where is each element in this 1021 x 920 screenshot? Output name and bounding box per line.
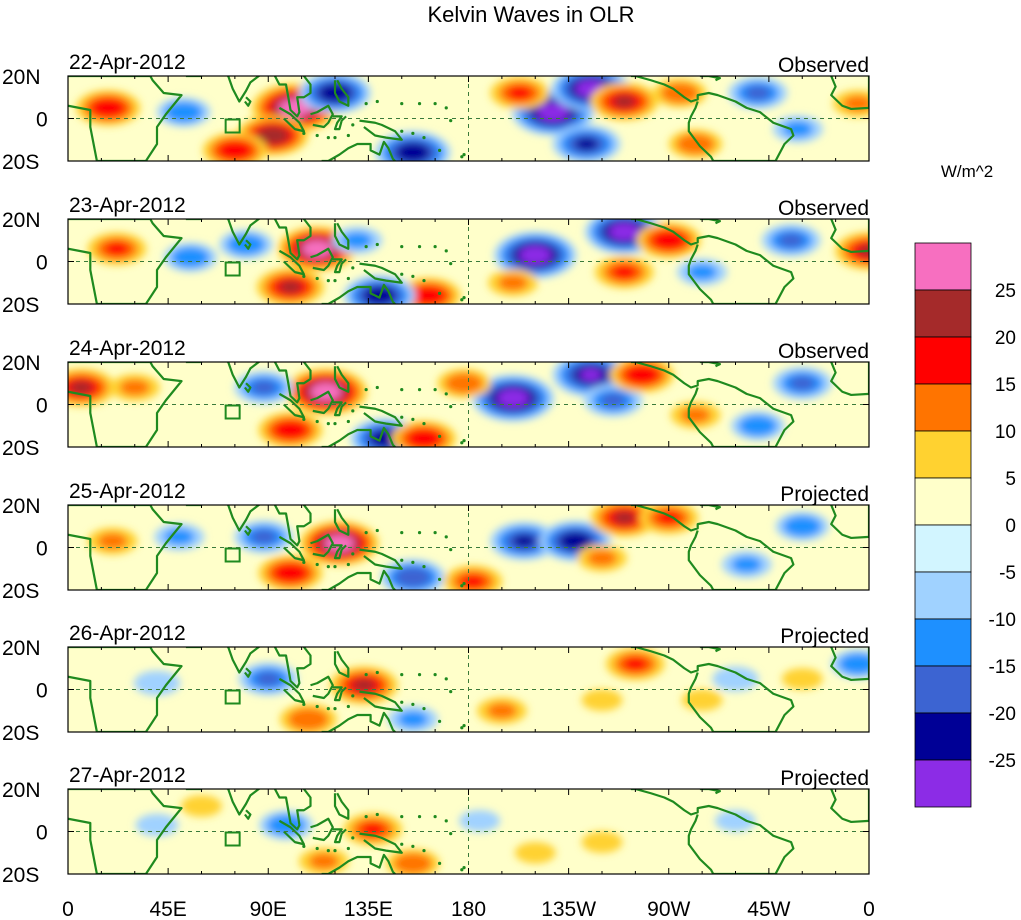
- lon-tick-label: 180: [451, 898, 486, 920]
- panel-date: 26-Apr-2012: [69, 622, 186, 645]
- lat-tick-label: 20S: [2, 294, 39, 317]
- colorbar-tick-label: -10: [989, 610, 1016, 631]
- lat-tick-label: 0: [36, 538, 48, 561]
- colorbar-swatch: [914, 524, 972, 573]
- colorbar-swatch: [914, 665, 972, 714]
- colorbar-swatch: [914, 383, 972, 432]
- colorbar-swatch: [914, 242, 972, 291]
- units-label: W/m^2: [941, 162, 993, 181]
- colorbar-tick-label: 5: [1005, 469, 1016, 490]
- panel-status-label: Observed: [778, 197, 869, 220]
- panel-status-label: Observed: [778, 340, 869, 363]
- olr-anomaly: [581, 831, 623, 853]
- lon-tick-label: 45E: [149, 898, 186, 920]
- lat-tick-label: 20S: [2, 437, 39, 460]
- panel-status-label: Projected: [780, 625, 869, 648]
- colorbar-tick-label: 10: [995, 422, 1016, 443]
- colorbar-tick-label: -5: [999, 563, 1016, 584]
- colorbar: W/m^2 25 20 15 10 5 0 -5 -10 -15 -20 -25: [914, 162, 1016, 808]
- colorbar-swatch: [914, 571, 972, 620]
- map-panel: 20N 0 20S 23-Apr-2012 Observed: [2, 194, 870, 317]
- lon-tick-label: 90E: [250, 898, 287, 920]
- coastline: [68, 65, 869, 161]
- olr-anomaly: [514, 842, 556, 864]
- olr-anomaly: [459, 810, 501, 832]
- colorbar-swatch: [914, 477, 972, 526]
- map-panel: 20N 0 20S 26-Apr-2012 Projected: [2, 622, 870, 745]
- olr-anomaly: [581, 689, 623, 711]
- colorbar-tick-label: 20: [995, 328, 1016, 349]
- lat-tick-label: 20N: [2, 779, 41, 802]
- colorbar-swatch: [914, 289, 972, 338]
- map-panels: 20N 0 20S 22-Apr-2012 Observed 20N 0 20S 23-Apr-…: [2, 51, 870, 887]
- lat-tick-label: 0: [36, 395, 48, 418]
- colorbar-swatch: [914, 712, 972, 761]
- lat-tick-label: 0: [36, 252, 48, 275]
- chart-title: Kelvin Waves in OLR: [427, 2, 634, 27]
- lat-tick-label: 20S: [2, 151, 39, 174]
- lat-tick-label: 20N: [2, 495, 41, 518]
- lat-tick-label: 0: [36, 680, 48, 703]
- lat-tick-label: 0: [36, 109, 48, 132]
- map-panel: 20N 0 20S 22-Apr-2012 Observed: [2, 51, 870, 174]
- panel-date: 24-Apr-2012: [69, 337, 186, 360]
- lat-tick-label: 20S: [2, 580, 39, 603]
- lon-tick-label: 0: [62, 898, 74, 920]
- panel-date: 27-Apr-2012: [69, 764, 186, 787]
- colorbar-tick-label: 25: [995, 281, 1016, 302]
- colorbar-swatch: [914, 618, 972, 667]
- panel-date: 22-Apr-2012: [69, 51, 186, 74]
- map-panel: 20N 0 20S 24-Apr-2012 Observed: [2, 337, 870, 460]
- colorbar-swatch: [914, 759, 972, 808]
- panel-status-label: Projected: [780, 767, 869, 790]
- map-panel: 20N 0 20S 25-Apr-2012 Projected: [2, 480, 870, 603]
- colorbar-tick-label: -25: [989, 751, 1016, 772]
- lat-tick-label: 20N: [2, 352, 41, 375]
- coastline: [68, 778, 869, 874]
- lon-tick-label: 135W: [541, 898, 596, 920]
- colorbar-tick-label: 0: [1005, 516, 1016, 537]
- colorbar-tick-label: -15: [989, 657, 1016, 678]
- lat-tick-label: 20S: [2, 722, 39, 745]
- panel-date: 23-Apr-2012: [69, 194, 186, 217]
- lon-tick-label: 135E: [344, 898, 393, 920]
- colorbar-tick-label: 15: [995, 375, 1016, 396]
- lat-tick-label: 20N: [2, 209, 41, 232]
- lon-tick-label: 90W: [647, 898, 690, 920]
- longitude-axis: 0 45E 90E 135E 180 135W 90W 45W 0: [62, 898, 875, 920]
- lat-tick-label: 0: [36, 822, 48, 845]
- lon-tick-label: 0: [863, 898, 875, 920]
- coastline: [68, 636, 869, 732]
- lat-tick-label: 20N: [2, 66, 41, 89]
- lat-tick-label: 20N: [2, 637, 41, 660]
- panel-status-label: Projected: [780, 483, 869, 506]
- coastline: [68, 494, 869, 590]
- colorbar-swatch: [914, 430, 972, 479]
- olr-anomaly: [715, 810, 756, 832]
- lat-tick-label: 20S: [2, 864, 39, 887]
- olr-anomaly: [781, 668, 823, 690]
- map-panel: 20N 0 20S 27-Apr-2012 Projected: [2, 764, 870, 887]
- coastline: [68, 351, 869, 447]
- coastline: [68, 208, 869, 304]
- colorbar-swatch: [914, 336, 972, 385]
- panel-date: 25-Apr-2012: [69, 480, 186, 503]
- olr-anomaly: [181, 795, 222, 817]
- colorbar-tick-label: -20: [989, 704, 1016, 725]
- lon-tick-label: 45W: [747, 898, 790, 920]
- panel-status-label: Observed: [778, 54, 869, 77]
